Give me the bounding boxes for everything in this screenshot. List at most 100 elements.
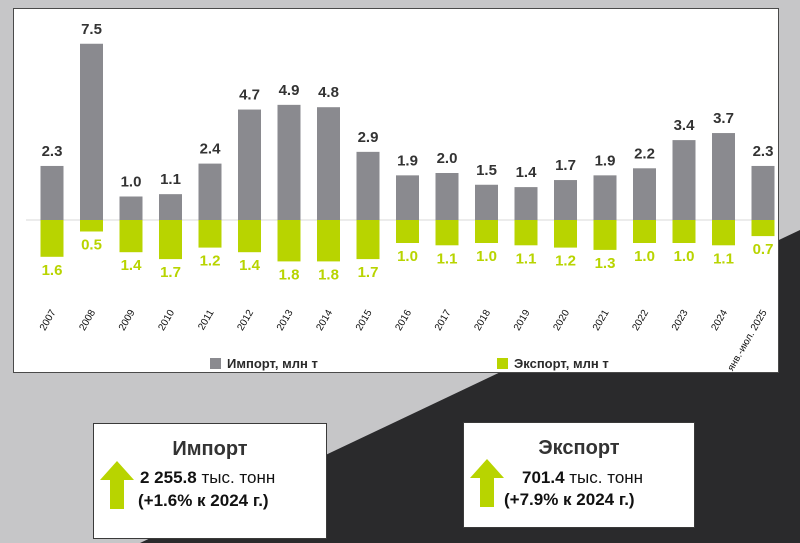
- export-data-label: 1.3: [595, 255, 616, 272]
- export-bar: [80, 220, 103, 232]
- x-tick-label: 2014: [314, 308, 335, 333]
- export-value-number: 701.4: [522, 468, 565, 487]
- export-data-label: 1.8: [279, 266, 300, 283]
- x-tick-label: 2011: [196, 308, 216, 333]
- import-bar: [396, 175, 419, 220]
- export-data-label: 1.4: [239, 257, 261, 274]
- import-bar: [159, 194, 182, 220]
- import-bar: [514, 187, 538, 220]
- import-bar: [633, 168, 656, 220]
- export-value-unit: тыс. тонн: [564, 468, 644, 487]
- import-summary-title: Импорт: [172, 438, 248, 460]
- legend-export-swatch: [497, 358, 508, 369]
- legend-import-swatch: [210, 358, 221, 369]
- export-data-label: 1.0: [634, 248, 655, 265]
- export-data-label: 1.0: [397, 248, 418, 265]
- export-bar: [435, 220, 459, 246]
- export-data-label: 1.0: [674, 248, 695, 265]
- import-data-label: 2.3: [42, 143, 63, 160]
- x-tick-label: 2012: [235, 308, 256, 333]
- x-tick-label: янв.-июл. 2025: [726, 308, 770, 374]
- import-data-label: 4.7: [239, 87, 260, 104]
- import-summary-value: 2 255.8 тыс. тонн: [140, 468, 275, 488]
- export-summary-value: 701.4 тыс. тонн: [522, 468, 643, 488]
- export-data-label: 1.1: [516, 250, 537, 267]
- export-bar: [159, 220, 182, 260]
- x-tick-label: 2022: [630, 308, 651, 333]
- x-tick-label: 2018: [472, 308, 493, 333]
- bar-chart: 2.3 1.6 2007 7.5 0.5 2008 1.0 1.4 2009 1.1 1.7 2010…: [26, 21, 775, 374]
- export-bar: [40, 220, 64, 257]
- x-tick-label: 2010: [156, 308, 177, 333]
- x-tick-label: 2023: [670, 308, 691, 333]
- import-data-label: 2.3: [753, 143, 774, 160]
- export-data-label: 1.1: [713, 250, 734, 267]
- import-data-label: 2.2: [634, 145, 655, 162]
- export-summary-change: (+7.9% к 2024 г.): [504, 490, 635, 509]
- x-tick-label: 2024: [709, 308, 730, 333]
- import-data-label: 1.9: [397, 152, 418, 169]
- import-data-label: 2.9: [358, 129, 379, 146]
- import-bar: [317, 107, 340, 220]
- import-data-label: 1.4: [516, 164, 538, 181]
- legend-import: Импорт, млн т: [210, 356, 318, 371]
- import-data-label: 1.1: [160, 171, 181, 188]
- import-summary-card: Импорт 2 255.8 тыс. тонн (+1.6% к 2024 г…: [93, 423, 327, 539]
- export-data-label: 1.1: [437, 250, 458, 267]
- import-bar: [475, 184, 498, 220]
- export-bar: [633, 220, 656, 243]
- export-data-label: 1.7: [160, 264, 181, 281]
- import-data-label: 2.0: [437, 150, 458, 167]
- x-tick-label: 2007: [38, 308, 59, 333]
- import-bar: [277, 104, 301, 220]
- export-bar: [198, 220, 222, 248]
- up-arrow-icon: [470, 459, 504, 507]
- import-bar: [238, 109, 261, 220]
- x-tick-label: 2008: [77, 308, 98, 333]
- x-tick-label: 2013: [275, 308, 296, 333]
- legend-export: Экспорт, млн т: [497, 356, 609, 371]
- x-tick-label: 2016: [393, 308, 414, 333]
- legend-export-label: Экспорт, млн т: [514, 356, 609, 371]
- import-data-label: 3.4: [674, 117, 696, 134]
- export-data-label: 0.5: [81, 237, 102, 254]
- import-bar: [712, 133, 735, 220]
- x-tick-label: 2020: [551, 308, 572, 333]
- export-bar: [475, 220, 498, 243]
- legend-import-label: Импорт, млн т: [227, 356, 318, 371]
- export-data-label: 1.8: [318, 266, 339, 283]
- import-bar: [751, 165, 775, 220]
- export-bar: [751, 220, 775, 237]
- x-tick-label: 2009: [117, 308, 138, 333]
- x-tick-label: 2021: [591, 308, 612, 333]
- export-data-label: 1.7: [358, 264, 379, 281]
- import-summary-change: (+1.6% к 2024 г.): [138, 491, 269, 510]
- import-bar: [198, 163, 222, 220]
- import-data-label: 1.7: [555, 157, 576, 174]
- export-data-label: 1.0: [476, 248, 497, 265]
- export-bar: [514, 220, 538, 246]
- import-value-unit: тыс. тонн: [196, 468, 276, 487]
- export-bar: [672, 220, 696, 243]
- import-bar: [554, 180, 577, 220]
- import-data-label: 1.0: [121, 174, 142, 191]
- export-bar: [356, 220, 380, 260]
- export-bar: [712, 220, 735, 246]
- export-summary-title: Экспорт: [538, 437, 620, 459]
- export-bar: [317, 220, 340, 262]
- import-bar: [356, 151, 380, 220]
- export-data-label: 1.2: [555, 253, 576, 270]
- import-bar: [593, 175, 617, 220]
- export-bar: [593, 220, 617, 250]
- export-data-label: 1.6: [42, 262, 63, 279]
- export-data-label: 1.2: [200, 253, 221, 270]
- export-summary-card: Экспорт 701.4 тыс. тонн (+7.9% к 2024 г.…: [463, 422, 695, 528]
- import-bar: [435, 173, 459, 220]
- import-data-label: 1.5: [476, 162, 497, 179]
- import-bar: [80, 43, 103, 220]
- export-bar: [554, 220, 577, 248]
- export-data-label: 0.7: [753, 241, 774, 258]
- x-tick-label: 2019: [512, 308, 533, 333]
- export-data-label: 1.4: [121, 257, 143, 274]
- x-tick-label: 2017: [433, 308, 454, 333]
